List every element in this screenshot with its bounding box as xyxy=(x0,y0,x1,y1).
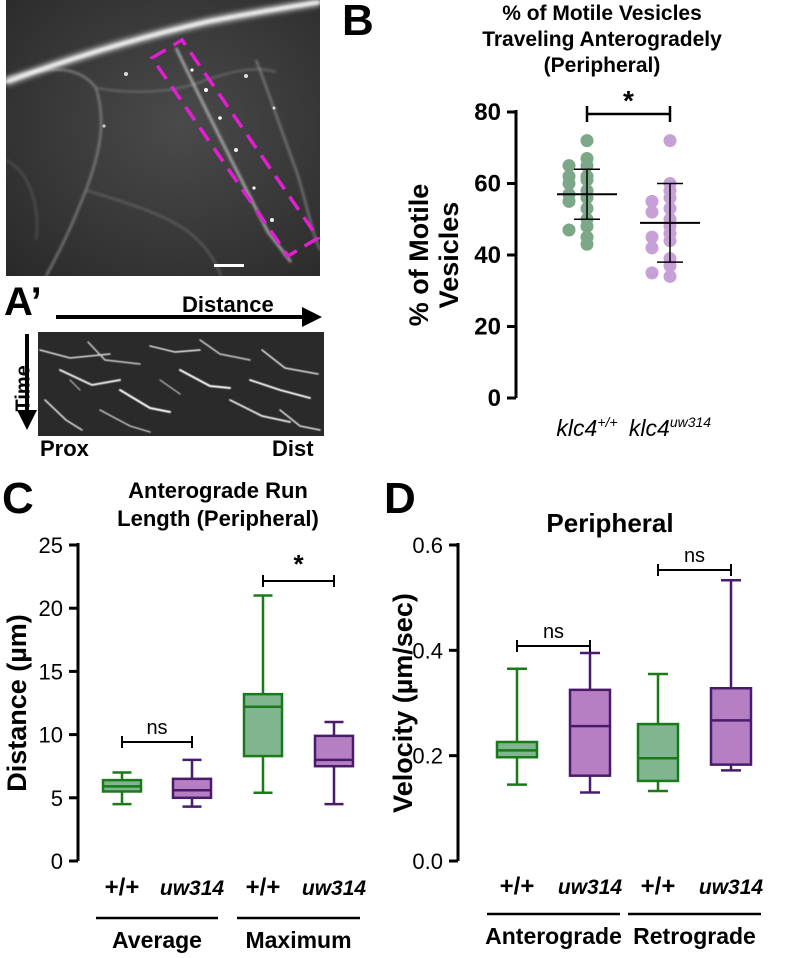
chart-title: Peripheral xyxy=(546,508,673,538)
distance-label: Distance xyxy=(182,292,274,317)
chart-title-line: Traveling Anterogradely xyxy=(482,28,722,51)
y-axis-label: Velocity (µm/sec) xyxy=(390,593,418,813)
x-tick-label: +/+ xyxy=(641,873,676,900)
x-tick-label: +/+ xyxy=(500,873,535,900)
y-tick-label: 80 xyxy=(474,99,501,126)
x-tick-label: uw314 xyxy=(302,877,367,900)
data-point xyxy=(645,205,659,219)
y-tick-label: 15 xyxy=(39,659,63,684)
chart-title-line: (Peripheral) xyxy=(544,54,661,77)
data-point xyxy=(562,223,576,237)
velocity-box-chart: Peripheral Velocity (µm/sec) 0.0 0.2 0.4 0.6 +… xyxy=(390,508,764,949)
motile-vesicles-scatter-chart: % of Motile Vesicles Traveling Anterograd… xyxy=(404,2,722,441)
x-tick-label: uw314 xyxy=(699,876,764,899)
data-point xyxy=(562,194,576,208)
group-label: Retrograde xyxy=(633,923,756,949)
data-point xyxy=(645,241,659,255)
dist-label: Dist xyxy=(272,436,314,461)
time-label: Time xyxy=(12,365,35,412)
data-point xyxy=(580,237,594,251)
prox-label: Prox xyxy=(40,436,89,461)
y-axis-label-line: Vesicles xyxy=(434,202,464,309)
y-tick-label: 0.4 xyxy=(412,638,443,663)
data-point xyxy=(645,194,659,208)
panel-letter-d: D xyxy=(384,474,416,523)
box-iqr xyxy=(242,692,284,758)
x-tick-label: uw314 xyxy=(160,877,225,900)
data-point xyxy=(580,134,594,148)
x-tick-label: uw314 xyxy=(558,876,623,899)
y-tick-label: 20 xyxy=(474,314,501,341)
y-axis-label: Distance (µm) xyxy=(2,614,32,792)
y-tick-label: 0 xyxy=(51,849,63,874)
y-tick-label: 10 xyxy=(39,723,63,748)
box-iqr xyxy=(568,688,612,777)
data-point xyxy=(645,230,659,244)
data-point xyxy=(663,134,677,148)
x-tick-label: +/+ xyxy=(105,874,140,901)
chart-title-line: Length (Peripheral) xyxy=(117,506,319,531)
y-tick-label: 40 xyxy=(474,242,501,269)
y-tick-label: 0.0 xyxy=(412,849,443,874)
run-length-box-chart: Anterograde Run Length (Peripheral) Distan… xyxy=(2,478,367,953)
y-axis-label-line: % of Motile xyxy=(404,184,434,327)
y-tick-label: 0 xyxy=(488,385,501,412)
neuron-micrograph xyxy=(6,0,320,276)
group-label: Anterograde xyxy=(485,923,622,949)
panel-letter-a-prime: A’ xyxy=(4,280,42,324)
significance-label: ns xyxy=(543,621,564,643)
y-tick-label: 60 xyxy=(474,171,501,198)
kymograph-panel xyxy=(17,307,324,436)
x-tick-label: +/+ xyxy=(246,874,281,901)
data-point xyxy=(663,269,677,283)
chart-title-line: % of Motile Vesicles xyxy=(502,2,702,25)
x-tick-label: klc4uw314 xyxy=(629,414,711,441)
y-tick-label: 25 xyxy=(39,533,63,558)
group-label: Average xyxy=(112,927,202,953)
box-iqr xyxy=(709,687,753,766)
x-tick-label: klc4+/+ xyxy=(556,414,617,441)
panel-letter-c: C xyxy=(2,474,34,523)
data-point xyxy=(580,219,594,233)
group-label: Maximum xyxy=(245,927,351,953)
y-tick-label: 0.2 xyxy=(412,744,443,769)
significance-label: * xyxy=(293,549,304,579)
significance-label: * xyxy=(623,85,634,116)
box-iqr xyxy=(636,722,680,783)
y-tick-label: 5 xyxy=(51,786,63,811)
significance-label: ns xyxy=(684,545,705,567)
panel-letter-b: B xyxy=(342,0,374,45)
data-point xyxy=(562,177,576,190)
box-iqr xyxy=(171,777,213,800)
y-tick-label: 20 xyxy=(39,596,63,621)
data-point xyxy=(645,266,659,280)
y-tick-label: 0.6 xyxy=(412,533,443,558)
box-iqr xyxy=(313,734,355,768)
data-point xyxy=(562,159,576,173)
significance-label: ns xyxy=(146,717,167,739)
chart-title-line: Anterograde Run xyxy=(128,478,308,503)
